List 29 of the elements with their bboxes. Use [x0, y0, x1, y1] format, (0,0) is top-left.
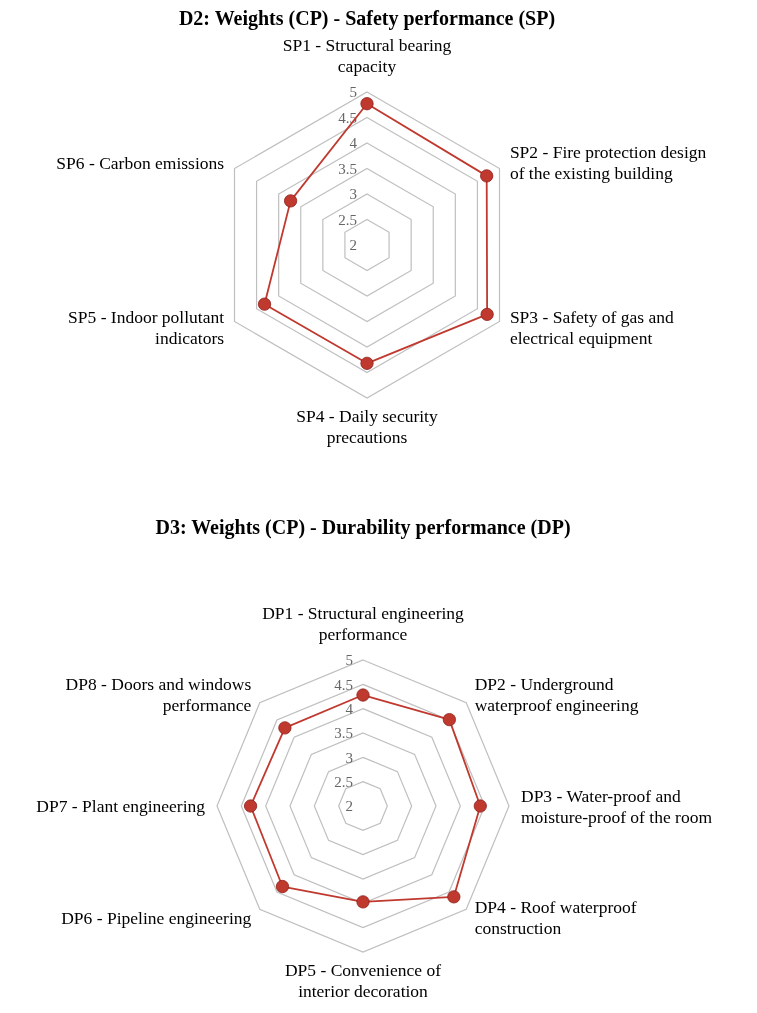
- y-tick-label: 2.5: [338, 211, 357, 228]
- spoke-label: DP4 - Roof waterproof construction: [474, 897, 637, 939]
- spoke-label: SP4 - Daily security precautions: [296, 406, 438, 447]
- spoke-label: DP8 - Doors and windows performance: [65, 673, 252, 715]
- y-tick-label: 4: [345, 700, 354, 717]
- y-tick-label: 5: [345, 652, 353, 669]
- y-tick-label: 3.5: [334, 725, 353, 742]
- spoke-label: DP7 - Plant engineering: [36, 796, 206, 816]
- spoke-label: DP1 - Structural engineering performance: [262, 603, 465, 644]
- y-tick-label: 5: [349, 84, 357, 101]
- y-tick-label: 3: [345, 749, 353, 766]
- chart-title: D2: Weights (CP) - Safety performance (SP): [178, 7, 556, 30]
- y-tick-label: 2: [345, 798, 353, 815]
- y-tick-label: 4.5: [334, 676, 353, 693]
- y-tick-label: 3.5: [338, 160, 357, 177]
- spoke-label: SP2 - Fire protection design of the existing building: [509, 142, 707, 183]
- y-tick-label: 4: [349, 135, 358, 152]
- spoke-label: SP5 - Indoor pollutant indicators: [68, 307, 225, 348]
- spoke-label: SP3 - Safety of gas and electrical equipment: [509, 307, 674, 348]
- spoke-label: SP1 - Structural bearing capacity: [282, 35, 452, 76]
- spoke-label: DP6 - Pipeline engineering: [61, 907, 252, 928]
- spoke-label: DP2 - Underground waterproof engineering: [474, 673, 639, 715]
- spoke-label: DP5 - Convenience of interior decoration: [284, 960, 442, 1001]
- chart-title: D3: Weights (CP) - Durability performance (DP): [155, 516, 571, 539]
- spoke-label: SP6 - Carbon emissions: [56, 152, 225, 173]
- y-tick-label: 2.5: [334, 773, 353, 790]
- y-tick-label: 2: [349, 237, 357, 254]
- spoke-label: DP3 - Water-proof and moisture-proof of the room: [521, 785, 713, 827]
- y-tick-label: 3: [349, 186, 357, 203]
